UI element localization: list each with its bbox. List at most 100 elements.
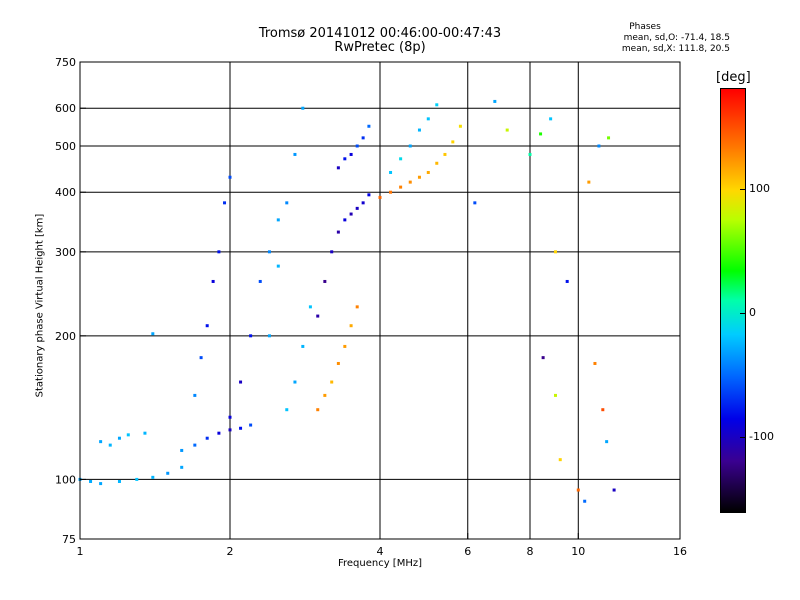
- data-point: [301, 344, 305, 348]
- y-tick-label: 400: [55, 186, 76, 199]
- x-tick-label: 6: [464, 545, 471, 558]
- data-point: [473, 201, 477, 205]
- data-point: [361, 136, 365, 140]
- data-point: [205, 436, 209, 440]
- data-point: [258, 279, 262, 283]
- colorbar-tick-label: 100: [749, 181, 770, 195]
- data-point: [151, 475, 155, 479]
- data-point: [336, 361, 340, 365]
- data-point: [99, 440, 103, 444]
- data-point: [601, 408, 605, 412]
- data-point: [330, 380, 334, 384]
- data-point: [408, 144, 412, 148]
- data-point: [99, 482, 103, 486]
- colorbar-tick-label: 0: [749, 305, 756, 319]
- colorbar-tick-mark: [740, 312, 746, 314]
- plot-frame: [79, 61, 681, 540]
- data-point: [276, 218, 280, 222]
- y-tick-label: 100: [55, 473, 76, 486]
- data-point: [228, 428, 232, 432]
- data-point: [217, 431, 221, 435]
- data-point: [443, 152, 447, 156]
- colorbar-unit: [deg]: [716, 70, 751, 85]
- data-point: [180, 465, 184, 469]
- y-tick-label: 75: [62, 533, 76, 546]
- data-point: [378, 195, 382, 199]
- data-point: [217, 250, 221, 254]
- data-point: [180, 448, 184, 452]
- phase-stats-o: mean, sd,O: -71.4, 18.5: [623, 33, 730, 43]
- data-point: [151, 332, 155, 336]
- data-point: [505, 128, 509, 132]
- axis-ticks: 1 2 4 6 8 10 16 75 100 200 300 400 500 600 750: [55, 56, 687, 558]
- data-point: [293, 380, 297, 384]
- data-point: [576, 488, 580, 492]
- phase-stats-x: mean, sd,X: 111.8, 20.5: [621, 44, 730, 54]
- data-point: [343, 157, 347, 161]
- data-point: [239, 426, 243, 430]
- data-point: [308, 305, 312, 309]
- data-point: [355, 206, 359, 210]
- data-point: [117, 479, 121, 483]
- data-point: [228, 415, 232, 419]
- data-point: [528, 152, 532, 156]
- data-point: [355, 305, 359, 309]
- data-point: [193, 393, 197, 397]
- grid-lines: [80, 62, 680, 539]
- data-point: [276, 264, 280, 268]
- data-points: [78, 99, 616, 503]
- y-tick-label: 200: [55, 330, 76, 343]
- data-point: [553, 393, 557, 397]
- data-point: [408, 180, 412, 184]
- data-point: [267, 334, 271, 338]
- data-point: [597, 144, 601, 148]
- data-point: [117, 436, 121, 440]
- data-point: [426, 117, 430, 121]
- data-point: [389, 170, 393, 174]
- data-point: [301, 106, 305, 110]
- chart-title: Tromsø 20141012 00:46:00-00:47:43: [258, 26, 502, 41]
- data-point: [451, 140, 455, 144]
- data-point: [435, 103, 439, 107]
- y-tick-label: 600: [55, 102, 76, 115]
- data-point: [285, 408, 289, 412]
- data-point: [239, 380, 243, 384]
- data-point: [539, 132, 543, 136]
- data-point: [211, 279, 215, 283]
- data-point: [349, 152, 353, 156]
- data-point: [126, 433, 130, 437]
- data-point: [228, 175, 232, 179]
- colorbar-tick-label: -100: [749, 430, 774, 444]
- data-point: [330, 250, 334, 254]
- phase-heading: Phases: [629, 22, 661, 32]
- data-point: [553, 250, 557, 254]
- data-point: [549, 117, 553, 121]
- y-tick-label: 750: [55, 56, 76, 69]
- data-point: [89, 479, 93, 483]
- data-point: [166, 471, 170, 475]
- data-point: [612, 488, 616, 492]
- data-point: [293, 152, 297, 156]
- data-point: [389, 190, 393, 194]
- data-point: [587, 180, 591, 184]
- data-point: [399, 185, 403, 189]
- x-tick-label: 1: [77, 545, 84, 558]
- data-point: [343, 344, 347, 348]
- data-point: [336, 166, 340, 170]
- data-point: [607, 136, 611, 140]
- data-point: [417, 175, 421, 179]
- colorbar-tick-mark: [740, 437, 746, 439]
- data-point: [316, 408, 320, 412]
- data-point: [316, 314, 320, 318]
- y-tick-label: 300: [55, 246, 76, 259]
- data-point: [323, 393, 327, 397]
- data-point: [417, 128, 421, 132]
- data-point: [249, 423, 253, 427]
- data-point: [135, 477, 139, 481]
- x-axis-label: Frequency [MHz]: [337, 558, 423, 569]
- data-point: [199, 356, 203, 360]
- data-point: [565, 279, 569, 283]
- x-tick-label: 8: [527, 545, 534, 558]
- data-point: [193, 443, 197, 447]
